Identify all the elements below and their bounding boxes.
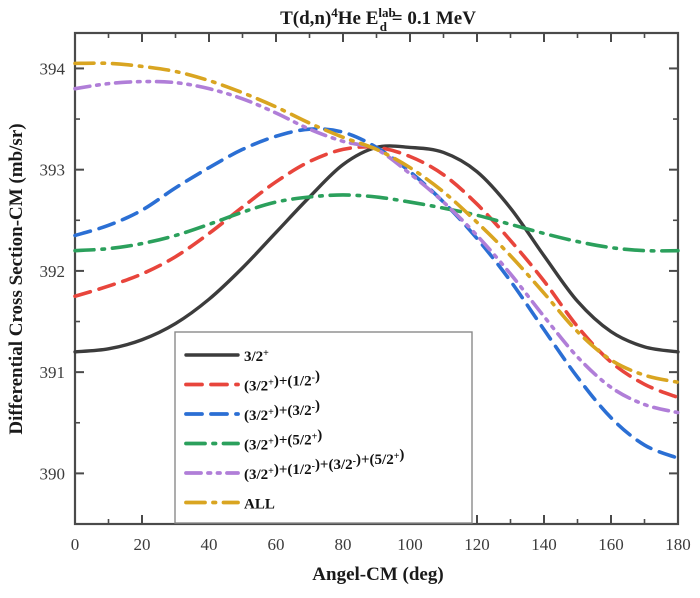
x-tick-label: 0	[71, 535, 80, 554]
legend-label-2: (3/2+)+(3/2-)	[244, 398, 320, 424]
y-tick-label: 392	[40, 262, 66, 281]
x-tick-label: 80	[335, 535, 352, 554]
legend-label-3: (3/2+)+(5/2+)	[244, 428, 322, 454]
legend-label-1: (3/2+)+(1/2-)	[244, 369, 320, 395]
legend-label-5: ALL	[244, 497, 275, 513]
x-tick-label: 20	[134, 535, 151, 554]
y-axis-tick-labels: 390 391 392 393 394	[40, 59, 66, 483]
legend-label-4: (3/2+)+(1/2-)+(3/2-)+(5/2+)	[244, 447, 404, 483]
x-axis-tick-labels: 0 20 40 60 80 100 120 140 160 180	[71, 535, 691, 554]
legend-box	[174, 331, 473, 524]
legend: 3/2+ (3/2+)+(1/2-) (3/2+)+(3/2-) (3/2+)+(5/…	[174, 331, 473, 524]
legend-label-0: 3/2+	[244, 348, 269, 365]
curve-all	[73, 61, 680, 385]
y-axis-label: Differential Cross Section-CM (mb/sr)	[6, 123, 27, 434]
chart-title: T(d,n)4He Elab d = 0.1 MeV	[280, 5, 476, 34]
legend-items: 3/2+ (3/2+)+(1/2-) (3/2+)+(3/2-) (3/2+)+(5/…	[184, 348, 404, 513]
y-axis-ticks	[75, 67, 678, 525]
x-tick-label: 40	[201, 535, 218, 554]
curve--3-2-3-2-	[73, 127, 680, 460]
y-tick-label: 394	[40, 59, 66, 78]
x-tick-label: 160	[598, 535, 624, 554]
data-curves	[73, 61, 680, 460]
curve--3-2-1-2-3-2-5-2-	[73, 79, 680, 415]
curve--3-2-5-2-	[73, 193, 680, 253]
x-tick-label: 100	[397, 535, 423, 554]
x-tick-label: 120	[464, 535, 490, 554]
x-axis-label: Angel-CM (deg)	[312, 564, 443, 585]
y-tick-label: 393	[40, 161, 66, 180]
y-tick-label: 390	[40, 464, 66, 483]
x-tick-label: 180	[665, 535, 691, 554]
x-tick-label: 140	[531, 535, 557, 554]
x-tick-label: 60	[268, 535, 285, 554]
y-tick-label: 391	[40, 363, 66, 382]
